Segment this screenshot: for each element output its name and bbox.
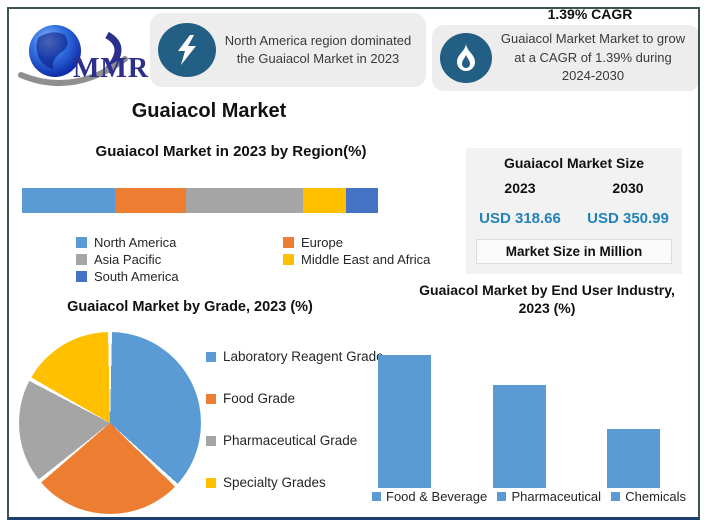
legend-marker-icon — [283, 254, 294, 265]
enduser-legend-item-1: Pharmaceutical — [497, 489, 601, 504]
market-size-note: Market Size in Million — [476, 239, 672, 264]
legend-marker-icon — [497, 492, 507, 501]
page-title: Guaiacol Market — [131, 100, 287, 122]
enduser-chart-title: Guaiacol Market by End User Industry, 20… — [408, 282, 686, 317]
legend-marker-icon — [206, 477, 216, 488]
region-chart-title: Guaiacol Market in 2023 by Region(%) — [95, 143, 367, 160]
region-stacked-bar — [22, 188, 378, 213]
grade-legend-item-2: Pharmaceutical Grade — [206, 433, 384, 448]
enduser-bar-2 — [607, 428, 660, 488]
enduser-bar-chart — [378, 353, 660, 488]
region-segment-3 — [303, 188, 346, 213]
legend-label: Laboratory Reagent Grade — [223, 349, 384, 364]
mmr-logo: MMR — [15, 15, 150, 90]
legend-marker-icon — [283, 237, 294, 248]
region-segment-0 — [22, 188, 115, 213]
legend-label: Pharmaceutical — [511, 489, 602, 504]
logo-gray-swoosh — [18, 56, 128, 87]
grade-chart-title: Guaiacol Market by Grade, 2023 (%) — [67, 299, 313, 315]
enduser-legend-item-2: Chemicals — [611, 489, 686, 504]
region-segment-4 — [345, 188, 378, 213]
legend-label: Asia Pacific — [94, 252, 162, 267]
legend-label: South America — [94, 269, 179, 284]
region-legend-item-1: Europe — [283, 234, 430, 251]
legend-label: Pharmaceutical Grade — [223, 433, 358, 448]
legend-marker-icon — [76, 271, 87, 282]
region-legend-item-2: Asia Pacific — [76, 251, 283, 268]
market-size-value-2030: USD 350.99 — [587, 210, 669, 227]
legend-marker-icon — [76, 254, 87, 265]
highlight-box-text: Guaiacol Market Market to grow at a CAGR… — [500, 31, 686, 84]
legend-marker-icon — [206, 435, 216, 446]
market-size-year-2030: 2030 — [612, 180, 644, 196]
enduser-bar-1 — [492, 384, 546, 488]
region-legend-item-4: South America — [76, 268, 283, 285]
enduser-title-line2: 2023 (%) — [518, 299, 576, 316]
highlight-box-text: North America region dominated the Guaia… — [224, 32, 412, 66]
legend-label: Food Grade — [223, 391, 296, 406]
enduser-title-line1: Guaiacol Market by End User Industry, — [419, 282, 675, 298]
grade-legend-item-3: Specialty Grades — [206, 475, 384, 490]
legend-label: Europe — [301, 235, 343, 250]
region-legend-item-3: Middle East and Africa — [283, 251, 430, 268]
enduser-bar-0 — [378, 355, 431, 488]
market-size-panel: Guaiacol Market Size 2023 2030 USD 318.6… — [466, 148, 682, 274]
legend-marker-icon — [76, 237, 87, 248]
market-size-title: Guaiacol Market Size — [503, 155, 645, 171]
grade-legend-item-1: Food Grade — [206, 391, 384, 406]
grade-legend-item-0: Laboratory Reagent Grade — [206, 349, 384, 364]
legend-marker-icon — [206, 393, 216, 404]
region-segment-2 — [185, 188, 304, 213]
region-legend-item-0: North America — [76, 234, 283, 251]
legend-label: Chemicals — [625, 489, 686, 504]
legend-label: Food & Beverage — [386, 489, 488, 504]
market-size-year-2023: 2023 — [504, 180, 536, 196]
region-segment-1 — [114, 188, 186, 213]
lightning-icon — [158, 23, 216, 77]
globe-logo-graphic — [18, 25, 128, 87]
logo-text: MMR — [73, 53, 150, 84]
region-legend: North America Asia Pacific South America Eu… — [76, 234, 430, 285]
enduser-legend-item-0: Food & Beverage — [372, 489, 487, 504]
highlight-box-cagr: Guaiacol Market Market to grow at a CAGR… — [432, 25, 700, 91]
flame-icon — [440, 33, 492, 83]
grade-legend: Laboratory Reagent Grade Food Grade Pharma… — [206, 349, 384, 490]
grade-pie-chart — [19, 332, 201, 514]
legend-label: Specialty Grades — [223, 475, 326, 490]
legend-marker-icon — [372, 492, 381, 501]
legend-label: Middle East and Africa — [301, 252, 431, 267]
legend-marker-icon — [206, 351, 216, 362]
market-size-value-2023: USD 318.66 — [479, 210, 561, 227]
legend-label: North America — [94, 235, 177, 250]
legend-marker-icon — [611, 492, 621, 501]
cagr-label: 1.39% CAGR — [547, 6, 633, 22]
enduser-legend: Food & Beverage Pharmaceutical Chemicals — [372, 489, 686, 504]
highlight-box-north-america: North America region dominated the Guaia… — [150, 13, 426, 87]
